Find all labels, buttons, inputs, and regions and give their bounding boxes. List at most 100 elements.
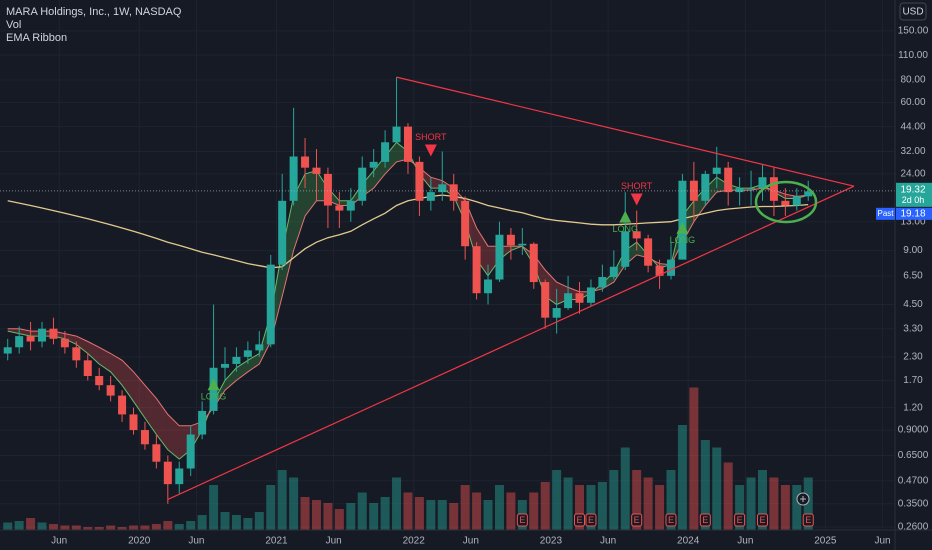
ribbon-band	[133, 371, 145, 419]
volume-bar	[780, 485, 790, 530]
ribbon-band	[167, 414, 180, 460]
x-tick-label: Jun	[188, 536, 204, 547]
candle-body	[804, 191, 813, 197]
volume-bar	[369, 503, 379, 530]
volume-bar	[700, 440, 710, 530]
trendline	[167, 185, 855, 500]
candle-body	[346, 200, 355, 211]
volume-bar	[277, 470, 287, 530]
candle-body	[438, 184, 447, 193]
volume-bar	[632, 470, 642, 530]
volume-bar	[392, 477, 402, 530]
candle-body	[255, 344, 264, 351]
x-tick-label: Jun	[875, 536, 891, 547]
volume-bar	[723, 462, 733, 530]
y-tick-label: 150.00	[898, 26, 929, 37]
earnings-marker	[699, 513, 711, 527]
y-tick-label: 13.00	[900, 216, 925, 227]
x-tick-label: 2021	[265, 536, 288, 547]
volume-bar	[83, 527, 93, 530]
candle-body	[575, 293, 584, 303]
candle-body	[735, 188, 744, 193]
volume-bar	[323, 503, 333, 530]
signal-label: LONG	[201, 392, 227, 402]
candle-body	[449, 184, 458, 201]
y-tick-label: 4.50	[903, 299, 923, 310]
earnings-label: E	[519, 515, 525, 525]
y-tick-label: 1.20	[903, 402, 923, 413]
candle-body	[518, 243, 527, 246]
earnings-marker	[585, 513, 597, 527]
y-tick-label: 3.30	[903, 323, 923, 334]
ribbon-band	[122, 360, 134, 402]
y-tick-label: 44.00	[900, 121, 925, 132]
volume-bar	[231, 515, 241, 530]
y-tick-label: 0.6500	[898, 450, 929, 461]
volume-bar	[266, 485, 276, 530]
earnings-label: E	[737, 515, 743, 525]
volume-bar	[94, 527, 104, 530]
volume-bar	[437, 500, 447, 530]
volume-bar	[769, 477, 779, 530]
short-signal	[424, 144, 437, 157]
candle-body	[266, 264, 275, 345]
volume-bar	[209, 485, 219, 530]
candle-body	[15, 336, 24, 348]
signal-label: SHORT	[415, 132, 447, 142]
ribbon-band	[282, 196, 294, 297]
earnings-label: E	[668, 515, 674, 525]
volume-bar	[220, 512, 230, 530]
y-tick-label: 24.00	[900, 169, 925, 180]
candle-body	[461, 200, 470, 247]
volume-bar	[3, 522, 13, 530]
volume-bar	[792, 485, 802, 530]
volume-bar	[403, 492, 413, 530]
candle-body	[701, 173, 710, 201]
ribbon-band	[87, 341, 100, 364]
candle-body	[678, 180, 687, 260]
candle-body	[163, 461, 172, 485]
y-tick-label: 2.30	[903, 352, 923, 363]
volume-bar	[529, 492, 539, 530]
highlight-circle	[754, 180, 818, 224]
earnings-label: E	[588, 515, 594, 525]
ribbon-band	[373, 156, 386, 189]
candle-body	[747, 188, 756, 190]
volume-bar	[586, 485, 596, 530]
candle-body	[403, 126, 412, 162]
candle-body	[621, 231, 630, 267]
volume-bar	[712, 447, 722, 530]
signal-label: LONG	[670, 235, 696, 245]
candle-body	[781, 200, 790, 206]
candles	[3, 77, 813, 504]
volume-bar	[472, 492, 482, 530]
past-price-box	[896, 207, 932, 220]
candle-body	[541, 282, 550, 318]
volume-bar	[803, 477, 813, 530]
volume-bar	[254, 512, 264, 530]
volume-bar	[380, 497, 390, 530]
earnings-label: E	[702, 515, 708, 525]
candle-body	[95, 375, 104, 386]
candle-body	[758, 177, 767, 189]
currency-box[interactable]	[899, 2, 927, 21]
signal-label: LONG	[612, 224, 638, 234]
volume-bar	[357, 492, 367, 530]
volume-bar	[597, 482, 607, 530]
candle-body	[129, 414, 138, 431]
volume-bar	[334, 509, 344, 530]
candle-body	[72, 347, 81, 361]
volume-bar	[426, 500, 436, 530]
add-icon	[800, 496, 806, 502]
candle-body	[323, 173, 332, 206]
volume-bar	[117, 527, 127, 530]
last-price-box	[896, 182, 932, 207]
indicator-label: Vol	[6, 19, 21, 31]
volume-bar	[26, 518, 36, 530]
earnings-marker	[756, 513, 768, 527]
candle-body	[301, 156, 310, 168]
trendline	[396, 76, 855, 187]
volume-bar	[140, 525, 150, 530]
earnings-label: E	[577, 515, 583, 525]
ema-long-line	[7, 194, 809, 269]
